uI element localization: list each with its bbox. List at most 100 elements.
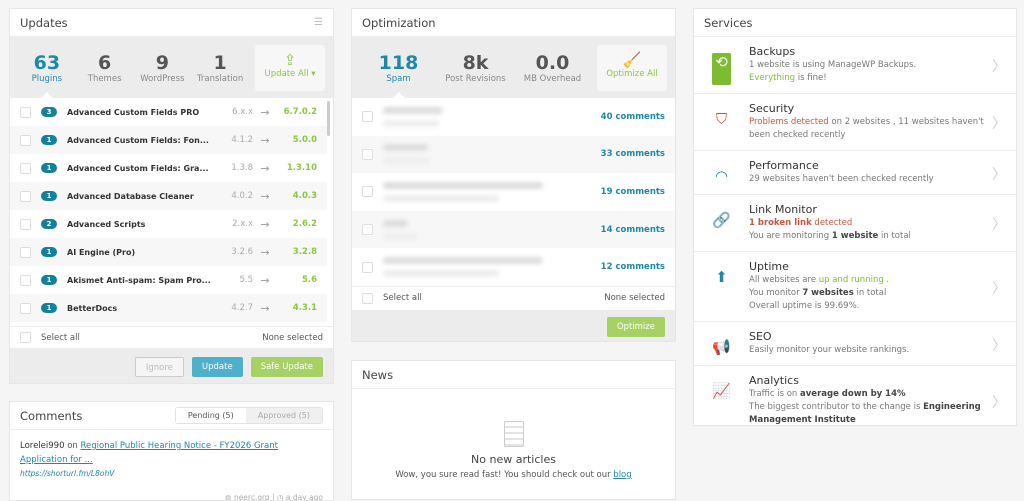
service-performance[interactable]: ◠ Performance 29 websites haven't been che… — [694, 151, 1016, 195]
stat-plugins[interactable]: 63 Plugins — [18, 52, 76, 84]
row-checkbox[interactable] — [362, 224, 373, 236]
new-version: 6.7.0.2 — [283, 107, 317, 117]
blurred-site-name — [383, 181, 601, 202]
updates-title: Updates — [20, 15, 68, 30]
row-checkbox[interactable] — [20, 274, 31, 286]
row-checkbox[interactable] — [20, 162, 31, 174]
update-button[interactable]: Update — [191, 357, 243, 377]
news-title: News — [362, 367, 394, 382]
new-version: 1.3.10 — [286, 163, 317, 173]
service-link-monitor[interactable]: 🔗 Link Monitor 1 broken link detected You a… — [694, 195, 1016, 252]
chevron-right-icon[interactable]: 〉 — [992, 166, 1006, 183]
comments-link[interactable]: 12 comments — [600, 262, 665, 273]
plugin-row[interactable]: 1 Advanced Database Cleaner 4.0.2 → 4.0.3 — [10, 182, 327, 210]
service-security[interactable]: ⛉ Security Problems detected on 2 websites… — [694, 94, 1016, 151]
row-checkbox[interactable] — [20, 246, 31, 258]
chevron-right-icon[interactable]: 〉 — [992, 217, 1006, 233]
plugin-row[interactable]: 1 Advanced Custom Fields: Fon... 4.1.2 → 5.0… — [10, 126, 327, 154]
row-checkbox[interactable] — [20, 190, 31, 202]
optimization-title: Optimization — [362, 15, 436, 30]
stat-spam[interactable]: 118 Spam — [360, 52, 437, 84]
row-checkbox[interactable] — [20, 302, 31, 314]
service-analytics[interactable]: 📈 Analytics Traffic is on average down by … — [694, 366, 1016, 425]
ignore-button[interactable]: Ignore — [134, 357, 184, 377]
row-checkbox[interactable] — [20, 106, 31, 118]
stat-post-revisions[interactable]: 8k Post Revisions — [445, 51, 506, 84]
safe-update-button[interactable]: Safe Update — [250, 357, 323, 377]
plugin-name: Advanced Custom Fields PRO — [67, 107, 200, 117]
spam-list[interactable]: 40 comments 33 comments 19 comments 14 comm… — [352, 98, 675, 286]
chevron-right-icon[interactable]: 〉 — [992, 59, 1006, 75]
service-backups[interactable]: ⟲ Backups 1 website is using ManageWP Back… — [694, 37, 1016, 94]
comments-link[interactable]: 19 comments — [600, 186, 665, 197]
optimize-button[interactable]: Optimize — [606, 316, 665, 337]
current-version: 2.x.x — [232, 219, 253, 229]
select-all-checkbox[interactable] — [362, 292, 373, 304]
comments-card: Comments Pending (5) Approved (5) Lorele… — [9, 401, 334, 501]
new-version: 5.6 — [301, 275, 317, 285]
chevron-right-icon[interactable]: 〉 — [992, 280, 1006, 297]
count-badge: 1 — [41, 303, 57, 313]
tab-pending[interactable]: Pending (5) — [175, 408, 246, 423]
count-badge: 1 — [41, 275, 57, 285]
row-checkbox[interactable] — [362, 186, 373, 198]
current-version: 5.5 — [239, 275, 253, 285]
plugin-name: Akismet Anti-spam: Spam Pro... — [67, 275, 211, 285]
blog-link[interactable]: blog — [613, 470, 632, 480]
service-seo[interactable]: 📢 SEO Easily monitor your website rankings… — [694, 322, 1016, 366]
comments-link[interactable]: 14 comments — [600, 224, 665, 235]
count-badge: 1 — [41, 191, 57, 201]
chevron-right-icon[interactable]: 〉 — [992, 337, 1006, 354]
plugin-list[interactable]: 3 Advanced Custom Fields PRO 6.x.x → 6.7.0.2… — [10, 98, 333, 326]
plugin-name: Advanced Scripts — [67, 219, 146, 229]
plugin-name: BetterDocs — [67, 303, 118, 313]
chevron-right-icon[interactable]: 〉 — [992, 116, 1006, 132]
selection-status: None selected — [604, 293, 665, 304]
count-badge: 2 — [41, 219, 57, 229]
comment-url[interactable]: https://shorturl.fm/L8ohV — [20, 469, 115, 478]
stat-wordpress[interactable]: 9 WordPress — [140, 51, 185, 84]
row-checkbox[interactable] — [362, 111, 373, 123]
globe-icon: ◍ — [225, 493, 232, 501]
update-all-button[interactable]: ⇪ Update All ▾ — [255, 44, 325, 91]
plugin-row[interactable]: 2 Advanced Scripts 2.x.x → 2.6.2 — [10, 210, 327, 238]
arrow-right-icon: → — [260, 189, 270, 203]
stat-translation[interactable]: 1 Translation — [196, 51, 244, 84]
stat-mb-overhead[interactable]: 0.0 MB Overhead — [523, 51, 582, 84]
comments-link[interactable]: 40 comments — [600, 111, 665, 122]
tab-approved[interactable]: Approved (5) — [245, 408, 322, 423]
plugin-row[interactable]: 1 Akismet Anti-spam: Spam Pro... 5.5 → 5.6 — [10, 266, 327, 294]
row-checkbox[interactable] — [20, 134, 31, 146]
chevron-right-icon[interactable]: 〉 — [992, 394, 1006, 411]
current-version: 4.1.2 — [231, 135, 253, 145]
optimization-card: Optimization 118 Spam 8k Post Revisions 0.0 M… — [351, 8, 676, 342]
spam-site-row[interactable]: 40 comments — [352, 98, 675, 136]
plugin-name: Advanced Custom Fields: Fon... — [67, 135, 209, 145]
updates-stats: 63 Plugins 6 Themes 9 WordPress 1 Translation ⇪… — [10, 37, 333, 98]
service-uptime[interactable]: ⬆ Uptime All websites are up and running .… — [694, 252, 1016, 322]
spam-site-row[interactable]: 33 comments — [352, 135, 675, 174]
count-badge: 1 — [41, 135, 57, 145]
spam-site-row[interactable]: 14 comments — [352, 210, 675, 249]
spam-site-row[interactable]: 19 comments — [352, 173, 675, 211]
row-checkbox[interactable] — [362, 148, 373, 160]
upload-icon: ⇪ — [283, 50, 297, 69]
sort-icon[interactable]: ☰ — [314, 17, 323, 28]
count-badge: 3 — [41, 107, 57, 117]
stat-themes[interactable]: 6 Themes — [87, 51, 122, 84]
plugin-row[interactable]: 1 BetterDocs 4.2.7 → 4.3.1 — [10, 294, 327, 322]
scrollbar[interactable] — [327, 101, 330, 136]
plugin-row[interactable]: 3 Advanced Custom Fields PRO 6.x.x → 6.7.0.2 — [10, 98, 327, 126]
row-checkbox[interactable] — [362, 261, 373, 273]
optimize-all-button[interactable]: 🧹 Optimize All — [597, 44, 667, 91]
services-title: Services — [704, 15, 753, 30]
select-all-checkbox[interactable] — [20, 332, 31, 343]
count-badge: 1 — [41, 247, 57, 257]
comments-link[interactable]: 33 comments — [600, 149, 665, 160]
blurred-site-name — [383, 144, 601, 165]
spam-site-row[interactable]: 12 comments — [352, 248, 675, 286]
plugin-row[interactable]: 1 Advanced Custom Fields: Gra... 1.3.8 → 1.3… — [10, 154, 327, 182]
row-checkbox[interactable] — [20, 218, 31, 230]
plugin-row[interactable]: 1 AI Engine (Pro) 3.2.6 → 3.2.8 — [10, 238, 327, 266]
comment-post-link[interactable]: Regional Public Hearing Notice - FY2026 … — [20, 441, 278, 465]
